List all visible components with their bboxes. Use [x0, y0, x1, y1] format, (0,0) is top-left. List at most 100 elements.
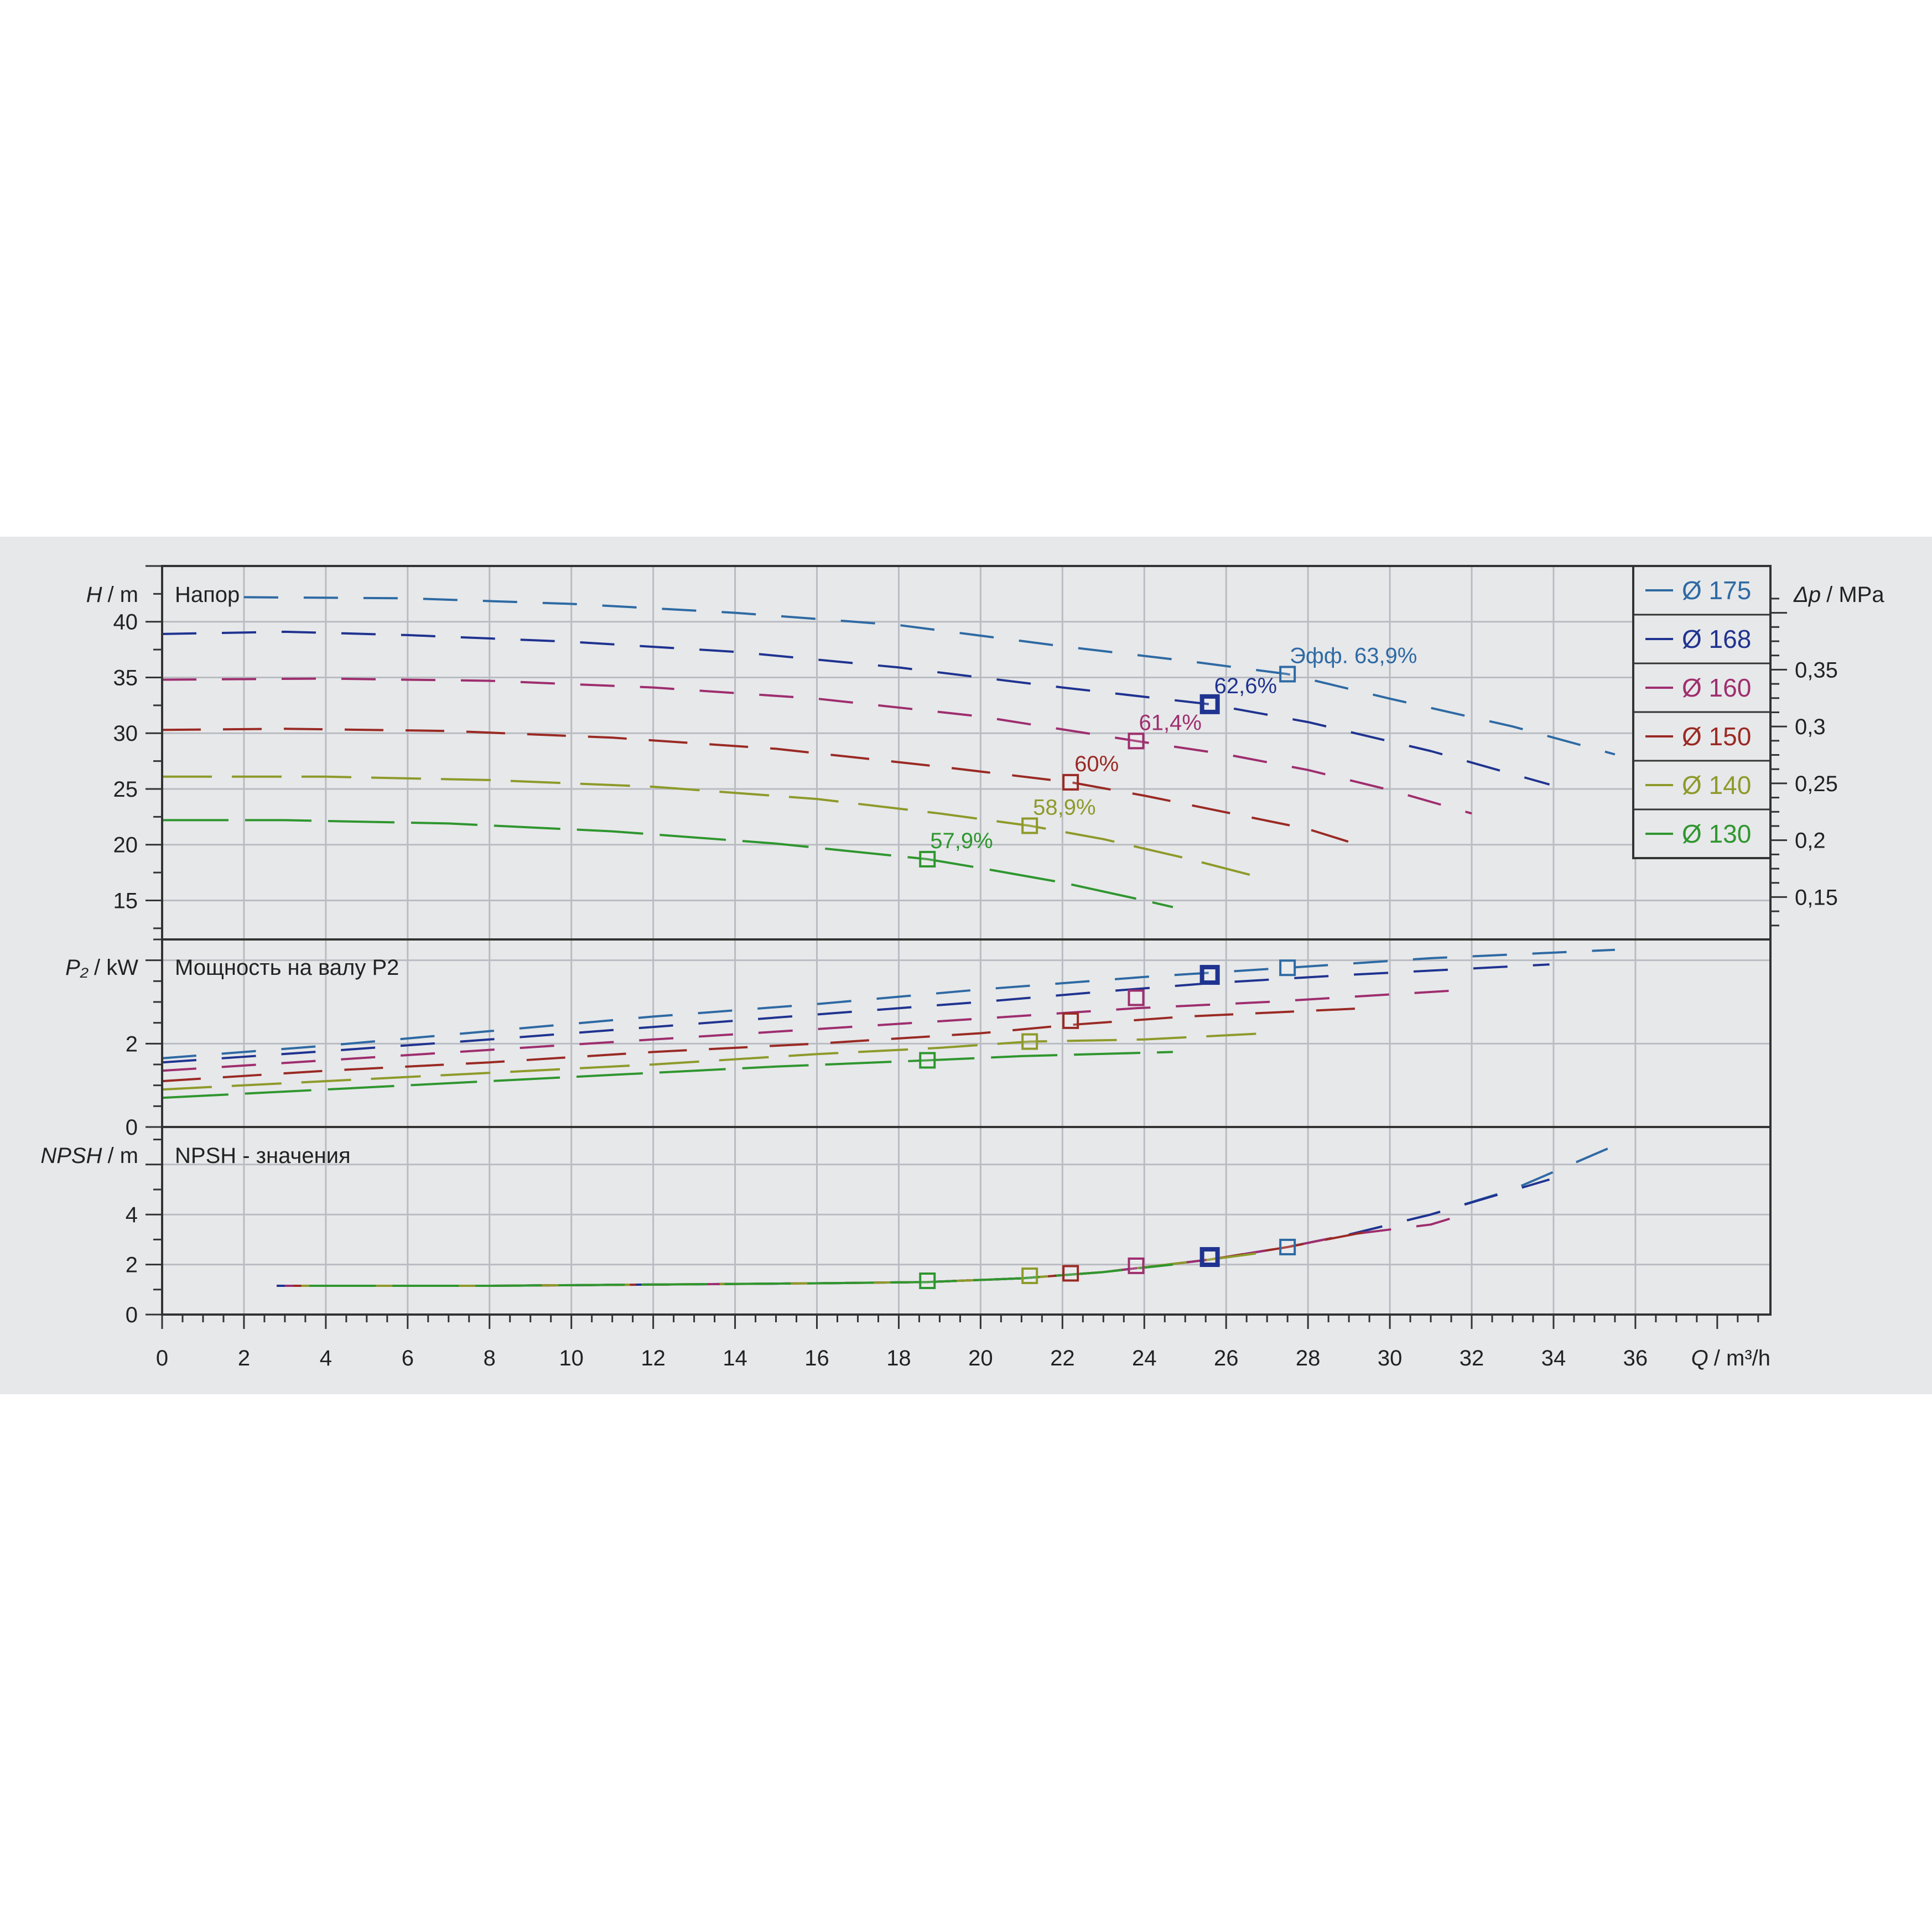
power-curve-5	[162, 1032, 1268, 1091]
efficiency-label-5: 58,9%	[1033, 795, 1095, 819]
npsh-y-tick-label: 0	[126, 1303, 138, 1327]
x-tick-label: 30	[1378, 1346, 1403, 1370]
power-y-tick-label: 2	[126, 1032, 138, 1056]
head-y-tick-label: 15	[113, 889, 138, 913]
power-y-tick-label: 0	[126, 1115, 138, 1140]
legend-entry-5: Ø 140	[1682, 771, 1751, 799]
x-tick-label: 6	[402, 1346, 414, 1370]
head-curve-6	[162, 819, 1173, 908]
head-operating-point-3	[1128, 733, 1145, 750]
head-operating-point-2	[1199, 694, 1220, 714]
label-layer: Эфф. 63,9% 62,6% 61,4% 60% 58,9% 57,9% Напор Мо…	[175, 583, 1417, 1168]
head-operating-point-6	[919, 850, 936, 868]
x-tick-label: 18	[886, 1346, 911, 1370]
x-tick-label: 2	[238, 1346, 250, 1370]
dp-axis-label-unit: / MPa	[1826, 583, 1884, 607]
head-curve-4	[162, 728, 1366, 848]
head-operating-point-1	[1279, 666, 1296, 683]
legend-entry-2: Ø 168	[1682, 625, 1751, 653]
npsh-operating-point-6	[919, 1272, 936, 1289]
npsh-axis-label-unit: / m	[107, 1144, 138, 1168]
head-axis-label-unit: / m	[107, 583, 138, 607]
x-axis-label-unit: / m³/h	[1714, 1346, 1770, 1370]
npsh-axis-label: NPSH / m	[40, 1144, 138, 1168]
x-axis-label-var: Q	[1691, 1346, 1708, 1370]
npsh-panel-title: NPSH - значения	[175, 1144, 351, 1168]
power-axis-label: P₂ / kW	[65, 955, 138, 980]
dp-tick-label: 0,3	[1795, 715, 1826, 739]
power-operating-point-2	[1199, 965, 1220, 985]
npsh-operating-point-3	[1128, 1257, 1145, 1274]
power-operating-point-1	[1279, 959, 1296, 977]
x-tick-label: 20	[968, 1346, 993, 1370]
x-tick-label: 24	[1132, 1346, 1157, 1370]
power-axis-label-unit: / kW	[94, 955, 138, 980]
dp-tick-label: 0,2	[1795, 829, 1826, 853]
npsh-operating-point-5	[1021, 1267, 1038, 1284]
npsh-operating-point-4	[1062, 1265, 1079, 1282]
power-operating-point-6	[919, 1052, 936, 1069]
power-curve-4	[162, 1007, 1365, 1083]
dp-tick-label: 0,35	[1795, 658, 1838, 682]
x-tick-label: 36	[1623, 1346, 1648, 1370]
power-curve-6	[162, 1051, 1173, 1099]
head-panel-title: Напор	[175, 583, 240, 607]
head-axis-label: H / m	[86, 583, 138, 607]
npsh-operating-point-2	[1199, 1247, 1220, 1268]
legend-entry-4: Ø 150	[1682, 722, 1751, 751]
efficiency-label-2: 62,6%	[1214, 674, 1277, 698]
power-operating-point-3	[1128, 989, 1145, 1006]
x-tick-label: 34	[1541, 1346, 1566, 1370]
chart-background	[0, 537, 1932, 1394]
head-curve-3	[162, 677, 1472, 815]
legend-entry-1: Ø 175	[1682, 576, 1751, 605]
x-tick-label: 8	[484, 1346, 496, 1370]
efficiency-label-4: 60%	[1074, 752, 1119, 776]
head-curve-2	[162, 630, 1550, 786]
head-y-tick-label: 35	[113, 666, 138, 690]
power-operating-point-4	[1062, 1012, 1079, 1029]
power-curve-1	[162, 948, 1615, 1060]
head-y-tick-label: 20	[113, 833, 138, 858]
x-tick-label: 26	[1214, 1346, 1239, 1370]
npsh-curve-6	[309, 1263, 1173, 1287]
power-curve-2	[162, 963, 1550, 1064]
frame-layer	[161, 565, 1772, 1316]
power-operating-point-5	[1021, 1033, 1038, 1050]
axis-layer: 0 2 4 6 8 10 12 14 16 18 20 22 24 26 28 30 32 34 36 Q / m³/h…	[40, 565, 1884, 1370]
marker-layer	[919, 666, 1296, 1289]
x-tick-label: 10	[559, 1346, 584, 1370]
head-y-tick-label: 25	[113, 777, 138, 802]
npsh-curve-5	[301, 1251, 1268, 1287]
head-y-tick-label: 30	[113, 721, 138, 746]
head-axis-label-var: H	[86, 583, 102, 607]
power-panel-title: Мощность на валу Р2	[175, 955, 399, 980]
head-y-tick-label: 40	[113, 610, 138, 635]
efficiency-label-3: 61,4%	[1139, 710, 1201, 735]
x-axis-label: Q / m³/h	[1691, 1346, 1770, 1370]
x-tick-label: 32	[1460, 1346, 1484, 1370]
head-operating-point-4	[1062, 773, 1079, 791]
npsh-axis-label-var: NPSH	[40, 1144, 102, 1168]
x-tick-label: 4	[320, 1346, 332, 1370]
legend-entry-6: Ø 130	[1682, 819, 1751, 848]
npsh-y-tick-label: 2	[126, 1253, 138, 1277]
x-tick-label: 28	[1296, 1346, 1321, 1370]
head-curve-1	[243, 596, 1616, 756]
x-tick-label: 16	[804, 1346, 829, 1370]
efficiency-label-1: Эфф. 63,9%	[1290, 643, 1417, 668]
x-tick-label: 14	[723, 1346, 747, 1370]
npsh-operating-point-1	[1279, 1238, 1296, 1255]
x-tick-label: 12	[641, 1346, 666, 1370]
power-axis-label-var: P₂	[65, 955, 89, 980]
head-operating-point-5	[1021, 817, 1038, 834]
x-tick-label: 22	[1050, 1346, 1075, 1370]
dp-tick-label: 0,25	[1795, 772, 1838, 796]
dp-axis-label: Δp / MPa	[1793, 583, 1884, 607]
efficiency-label-6: 57,9%	[930, 829, 993, 853]
npsh-y-tick-label: 4	[126, 1203, 138, 1227]
dp-tick-label: 0,15	[1795, 885, 1838, 910]
legend-entry-3: Ø 160	[1682, 673, 1751, 702]
dp-axis-label-var: Δp	[1793, 583, 1821, 607]
